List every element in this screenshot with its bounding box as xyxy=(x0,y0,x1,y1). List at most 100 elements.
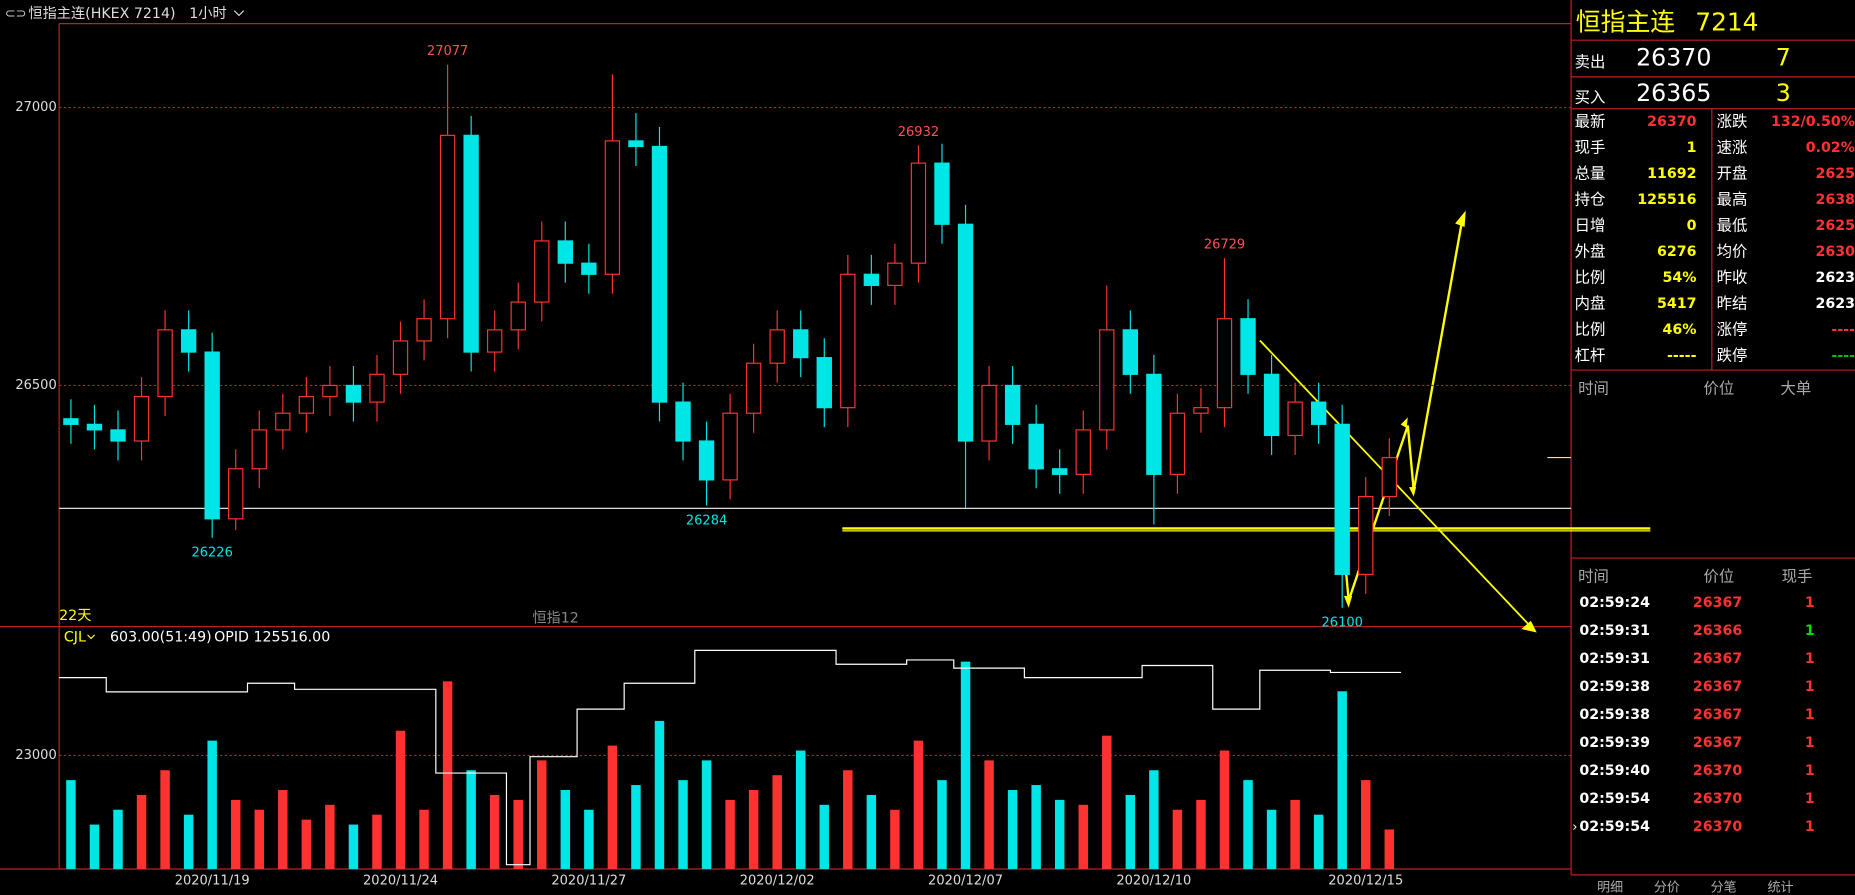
tab[interactable]: 明细 xyxy=(1597,880,1623,895)
candle-body xyxy=(534,240,550,303)
volume-bar xyxy=(230,799,241,869)
candle-body xyxy=(863,273,880,286)
trade-time: 02:59:39 xyxy=(1579,735,1650,751)
trade-qty: 1 xyxy=(1805,791,1815,807)
volume-bar xyxy=(1007,789,1018,869)
bid-volume: 3 xyxy=(1776,79,1791,107)
arrow-head xyxy=(1400,417,1408,428)
trade-qty: 1 xyxy=(1805,707,1815,723)
quote-value: 125516 xyxy=(1637,192,1696,208)
quote-value: 11692 xyxy=(1647,166,1696,182)
volume-bar xyxy=(1313,814,1324,869)
candle-body xyxy=(604,140,621,275)
candle-body xyxy=(1146,373,1162,475)
extreme-label: 26729 xyxy=(1204,238,1245,253)
quote-value: 5417 xyxy=(1657,296,1697,312)
volume-bar xyxy=(678,780,688,869)
volume-bar xyxy=(466,770,476,869)
extreme-label: 26100 xyxy=(1322,616,1363,631)
volume-bar xyxy=(796,750,806,869)
trade-time: 02:59:38 xyxy=(1579,707,1650,723)
arrow-head xyxy=(1521,620,1537,633)
candle-body xyxy=(228,468,244,520)
quote-label: 均价 xyxy=(1717,242,1748,260)
candle-body xyxy=(675,401,691,442)
quote-label: 跌停 xyxy=(1717,346,1748,364)
quote-value: 26370 xyxy=(1647,114,1697,130)
big-order-header: 时间 xyxy=(1578,379,1609,397)
bid-price: 26365 xyxy=(1636,79,1711,107)
volume-bar xyxy=(772,775,782,869)
candle-body xyxy=(439,134,456,320)
quote-label: 比例 xyxy=(1575,268,1606,286)
link-icon: ⊂⊃ xyxy=(5,7,27,22)
quote-value: 2638 xyxy=(1815,192,1855,208)
trade-time: 02:59:31 xyxy=(1579,651,1650,667)
quote-label: 涨停 xyxy=(1717,320,1748,338)
bid-label: 买入 xyxy=(1575,89,1606,107)
candle-body xyxy=(133,395,150,442)
volume-bar xyxy=(1361,780,1371,869)
candle-body xyxy=(1099,329,1115,431)
candle-body xyxy=(1075,429,1091,475)
candle-body xyxy=(463,134,479,353)
candle-body xyxy=(1004,384,1021,425)
candle-body xyxy=(793,329,809,359)
candle-body xyxy=(840,273,856,409)
quote-label: 最新 xyxy=(1575,112,1606,130)
candle-body xyxy=(981,384,997,442)
quote-value: 46% xyxy=(1662,322,1696,338)
contract-label: 恒指12 xyxy=(532,610,578,626)
trade-qty: 1 xyxy=(1805,595,1815,611)
volume-bar xyxy=(442,681,453,869)
trade-price: 26370 xyxy=(1693,819,1743,835)
arrow-head xyxy=(1343,595,1353,608)
volume-bar xyxy=(1102,735,1112,869)
candle-body xyxy=(934,162,950,225)
candle-body xyxy=(628,140,644,148)
candle-body xyxy=(86,423,103,431)
trade-time: 02:59:24 xyxy=(1579,595,1650,611)
tab[interactable]: 统计 xyxy=(1767,880,1793,895)
candle-body xyxy=(392,340,409,375)
x-tick-label: 2020/12/10 xyxy=(1116,873,1191,888)
candle-body xyxy=(581,262,597,275)
tab[interactable]: 分价 xyxy=(1654,880,1680,895)
indicator-info: 603.00(51:49) xyxy=(110,629,212,645)
indicator-name[interactable]: CJL xyxy=(64,629,86,645)
candle-body xyxy=(63,418,79,425)
tab[interactable]: 分笔 xyxy=(1711,879,1737,895)
candle-body xyxy=(557,240,574,264)
quote-value: 2625 xyxy=(1815,166,1855,182)
candle-body xyxy=(651,145,668,403)
period-select[interactable]: 1小时 xyxy=(189,6,226,22)
volume-bar xyxy=(819,804,830,869)
ask-price: 26370 xyxy=(1636,44,1711,72)
volume-bar xyxy=(113,809,123,869)
quote-label: 最高 xyxy=(1717,190,1748,208)
extreme-label: 26932 xyxy=(898,125,939,140)
candle-body xyxy=(486,329,503,353)
trade-price: 26367 xyxy=(1693,707,1742,723)
quote-label: 比例 xyxy=(1575,320,1606,338)
trade-time: 02:59:40 xyxy=(1579,763,1650,779)
trade-price: 26367 xyxy=(1693,651,1742,667)
trade-price: 26370 xyxy=(1693,763,1743,779)
quote-label: 昨收 xyxy=(1717,268,1748,286)
volume-bar xyxy=(584,809,594,869)
volume-bar xyxy=(866,794,877,869)
y-tick-label: 27000 xyxy=(15,100,56,115)
trades-header: 时间 xyxy=(1578,567,1609,585)
candle-body xyxy=(1310,401,1327,425)
candle-body xyxy=(110,429,126,442)
volume-bar xyxy=(1125,794,1136,869)
quote-value: 132/0.50% xyxy=(1771,114,1855,130)
quote-name: 恒指主连 xyxy=(1576,8,1676,37)
quote-value: ---- xyxy=(1831,322,1855,338)
candle-body xyxy=(275,412,291,431)
x-tick-label: 2020/12/15 xyxy=(1328,873,1403,888)
volume-bar xyxy=(1078,804,1088,869)
quote-label: 日增 xyxy=(1575,216,1606,234)
trade-time: 02:59:54 xyxy=(1579,791,1650,807)
